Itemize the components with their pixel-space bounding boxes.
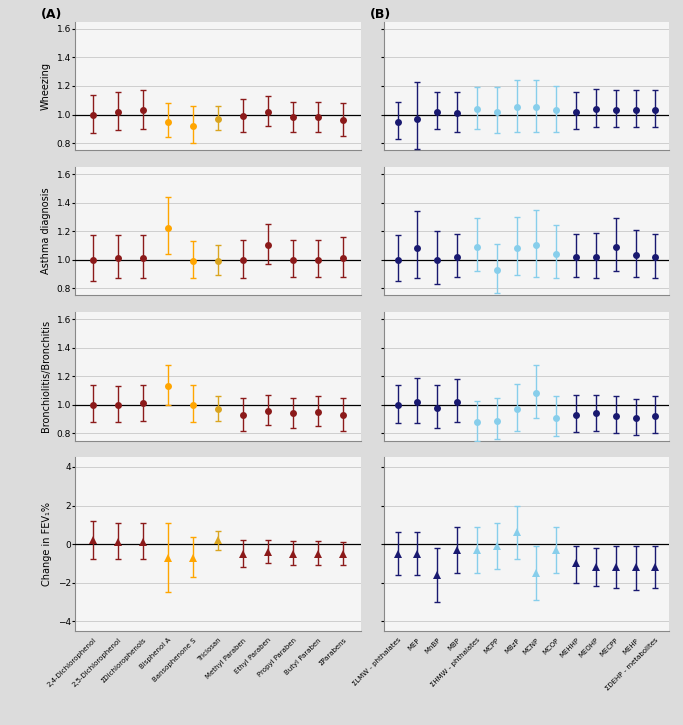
Text: (B): (B) — [370, 7, 391, 20]
Text: (A): (A) — [41, 7, 62, 20]
Y-axis label: Asthma diagnosis: Asthma diagnosis — [41, 188, 51, 275]
Y-axis label: Change in FEV₁%: Change in FEV₁% — [42, 502, 53, 586]
Y-axis label: Wheezing: Wheezing — [41, 62, 51, 110]
Y-axis label: Bronchiolitis/Bronchitis: Bronchiolitis/Bronchitis — [41, 320, 51, 432]
